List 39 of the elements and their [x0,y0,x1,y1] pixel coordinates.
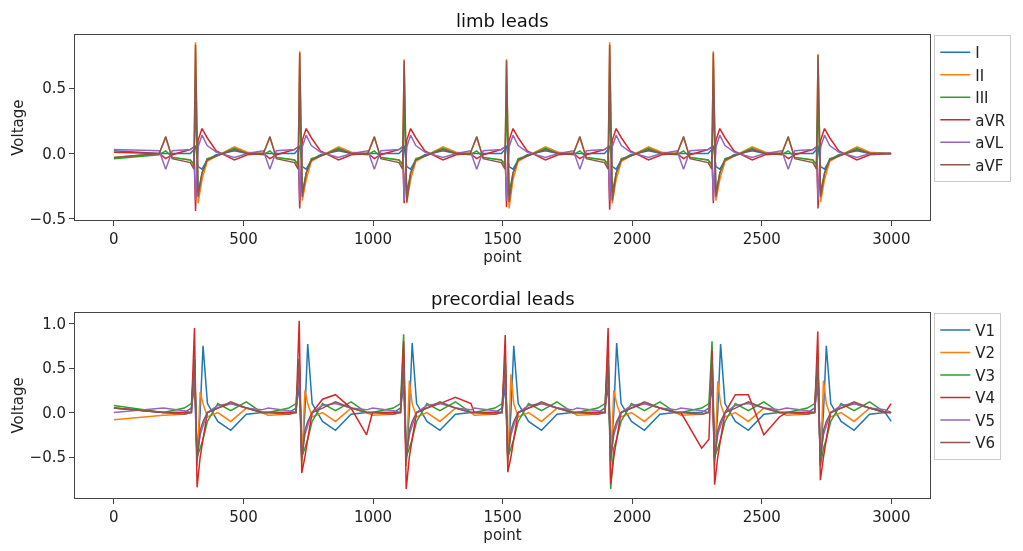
y-tick-label: 0.5 [42,359,66,378]
legend-label: V6 [975,434,996,453]
x-tick-label: 2500 [742,508,781,526]
legend-label: V5 [975,411,996,430]
y-axis-title: Voltage [8,99,27,156]
x-tick-label: 3000 [872,230,911,249]
y-tick-label: −0.5 [29,448,66,467]
y-tick-label: 1.0 [42,314,66,333]
legend-label: III [975,89,989,108]
x-tick-label: 0 [109,508,119,526]
legend-label: I [975,44,980,63]
legend-label: aVL [975,134,1004,153]
y-axis-title: Voltage [8,377,27,434]
x-tick-label: 2000 [613,230,652,249]
x-tick-label: 1500 [483,508,522,526]
x-axis-title: point [483,248,522,267]
y-tick-label: 0.5 [42,79,66,98]
x-tick-label: 500 [229,508,258,526]
x-axis-title: point [483,526,522,544]
y-tick-label: 0.0 [42,403,66,422]
y-tick-label: −0.5 [29,210,66,229]
x-tick-label: 1500 [483,230,522,249]
x-tick-label: 2500 [742,230,781,249]
legend-label: II [975,66,985,85]
legend-label: aVF [975,156,1004,175]
y-tick-label: 0.0 [42,144,66,163]
legend-label: V1 [975,321,996,340]
x-tick-label: 1000 [353,230,393,249]
legend-label: V2 [975,344,996,363]
legend-label: V3 [975,366,996,385]
x-tick-label: 2000 [613,508,652,526]
x-tick-label: 3000 [872,508,911,526]
x-tick-label: 1000 [353,508,393,526]
legend-label: aVR [975,111,1006,130]
chart-title: precordial leads [431,288,575,309]
x-tick-label: 0 [109,230,119,249]
legend-label: V4 [975,389,996,408]
chart-title: limb leads [456,10,549,31]
x-tick-label: 500 [229,230,258,249]
